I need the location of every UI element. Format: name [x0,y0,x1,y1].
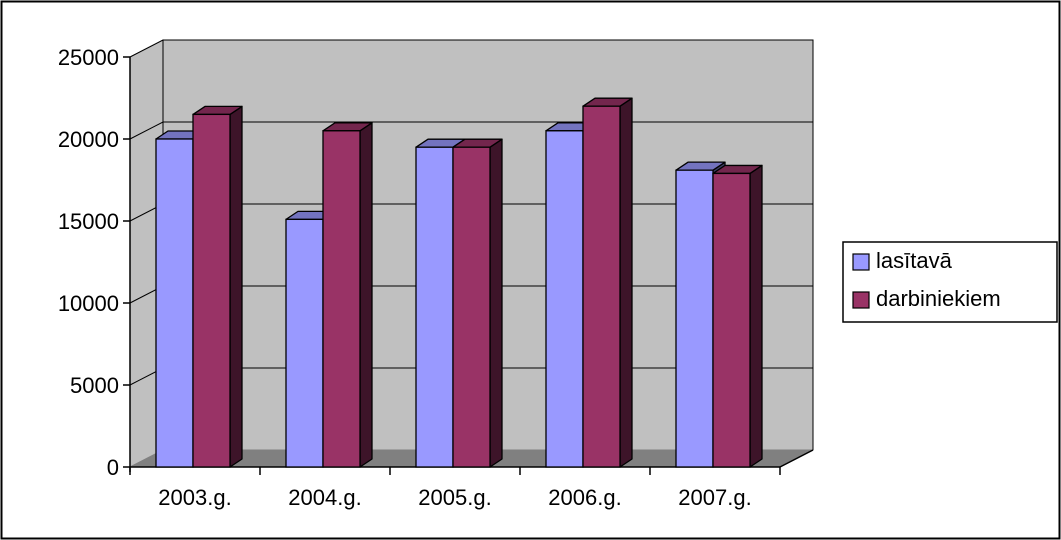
bar-side [619,97,633,468]
bar-side [359,122,373,468]
bar-side [749,164,763,468]
y-tick-label: 10000 [58,291,119,316]
bar-front [155,138,194,468]
x-category-label: 2006.g. [548,485,621,510]
y-tick-label: 25000 [58,45,119,70]
legend-box [842,241,1058,323]
x-category-labels: 2003.g. 2004.g. 2005.g. 2006.g. 2007.g. [158,485,751,510]
y-tick-label: 15000 [58,209,119,234]
bar-darbiniekiem [712,164,763,468]
legend-label-darbiniekiem: darbiniekiem [876,286,1001,311]
legend-swatch-darbiniekiem [852,291,870,309]
y-tick-label: 0 [107,455,119,480]
y-tick-label: 5000 [70,373,119,398]
bar-front [545,130,584,468]
x-category-label: 2003.g. [158,485,231,510]
bar-front [452,146,491,468]
floor-edge [779,449,814,468]
bar-front [582,105,621,468]
bar-front [322,130,361,468]
bar-side [489,138,503,468]
bar-front [675,169,714,468]
bar-front [712,172,751,468]
bar-darbiniekiem [452,138,503,468]
legend-swatch-lasitava [852,253,870,271]
y-tick-label: 20000 [58,127,119,152]
bar-front [415,146,454,468]
bar-darbiniekiem [582,97,633,468]
legend-label-lasitava: lasītavā [876,248,953,273]
x-category-label: 2005.g. [418,485,491,510]
bar-darbiniekiem [192,105,243,468]
bar-side [229,105,243,468]
y-tick-labels: 0 5000 10000 15000 20000 25000 [58,45,119,480]
x-category-label: 2004.g. [288,485,361,510]
x-category-label: 2007.g. [678,485,751,510]
bar-front [285,218,324,468]
legend: lasītavā darbiniekiem [842,241,1058,323]
bar-darbiniekiem [322,122,373,468]
bar-front [192,113,231,468]
bars [155,97,763,468]
